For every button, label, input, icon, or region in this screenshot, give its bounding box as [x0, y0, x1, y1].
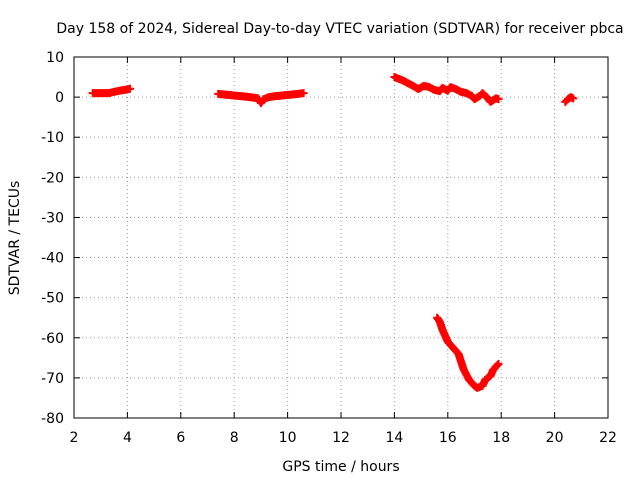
y-tick-label: -10 — [41, 130, 64, 146]
data-point — [569, 94, 578, 103]
x-tick-label: 8 — [230, 430, 239, 446]
y-tick-label: -50 — [41, 291, 64, 307]
x-tick-label: 4 — [123, 430, 132, 446]
y-tick-label: -70 — [41, 371, 64, 387]
y-tick-label: -80 — [41, 411, 64, 427]
x-axis-label: GPS time / hours — [282, 459, 399, 475]
series-segment-4 — [433, 313, 503, 392]
chart-title: Day 158 of 2024, Sidereal Day-to-day VTE… — [56, 21, 623, 37]
x-tick-label: 6 — [176, 430, 185, 446]
series-segment-3 — [390, 73, 503, 106]
grid-lines — [74, 57, 608, 418]
y-tick-label: 10 — [46, 50, 64, 66]
data-point — [493, 361, 502, 370]
series-segment-2 — [214, 89, 308, 108]
series-segment-1 — [88, 84, 135, 98]
y-tick-label: -60 — [41, 331, 64, 347]
x-tick-label: 22 — [599, 430, 617, 446]
y-axis-ticks: 10 0 -10 -20 -30 -40 -50 -60 -70 -80 — [41, 50, 608, 427]
y-axis-label: SDTVAR / TECUs — [7, 181, 23, 296]
x-tick-label: 2 — [70, 430, 79, 446]
x-axis-ticks: 2 4 6 8 10 12 14 16 18 20 22 — [70, 57, 617, 446]
data-point — [126, 84, 135, 93]
y-tick-label: -30 — [41, 210, 64, 226]
data-points — [88, 73, 578, 392]
x-tick-label: 20 — [546, 430, 564, 446]
data-point — [494, 359, 503, 368]
x-tick-label: 16 — [439, 430, 457, 446]
y-tick-label: -40 — [41, 251, 64, 267]
x-tick-label: 18 — [492, 430, 510, 446]
x-tick-label: 12 — [332, 430, 350, 446]
x-tick-label: 10 — [279, 430, 297, 446]
data-point — [299, 89, 308, 98]
x-tick-label: 14 — [385, 430, 403, 446]
series-segment-5 — [561, 93, 578, 106]
y-tick-label: 0 — [55, 90, 64, 106]
data-point — [494, 95, 503, 104]
plot-frame — [73, 56, 609, 419]
y-tick-label: -20 — [41, 170, 64, 186]
